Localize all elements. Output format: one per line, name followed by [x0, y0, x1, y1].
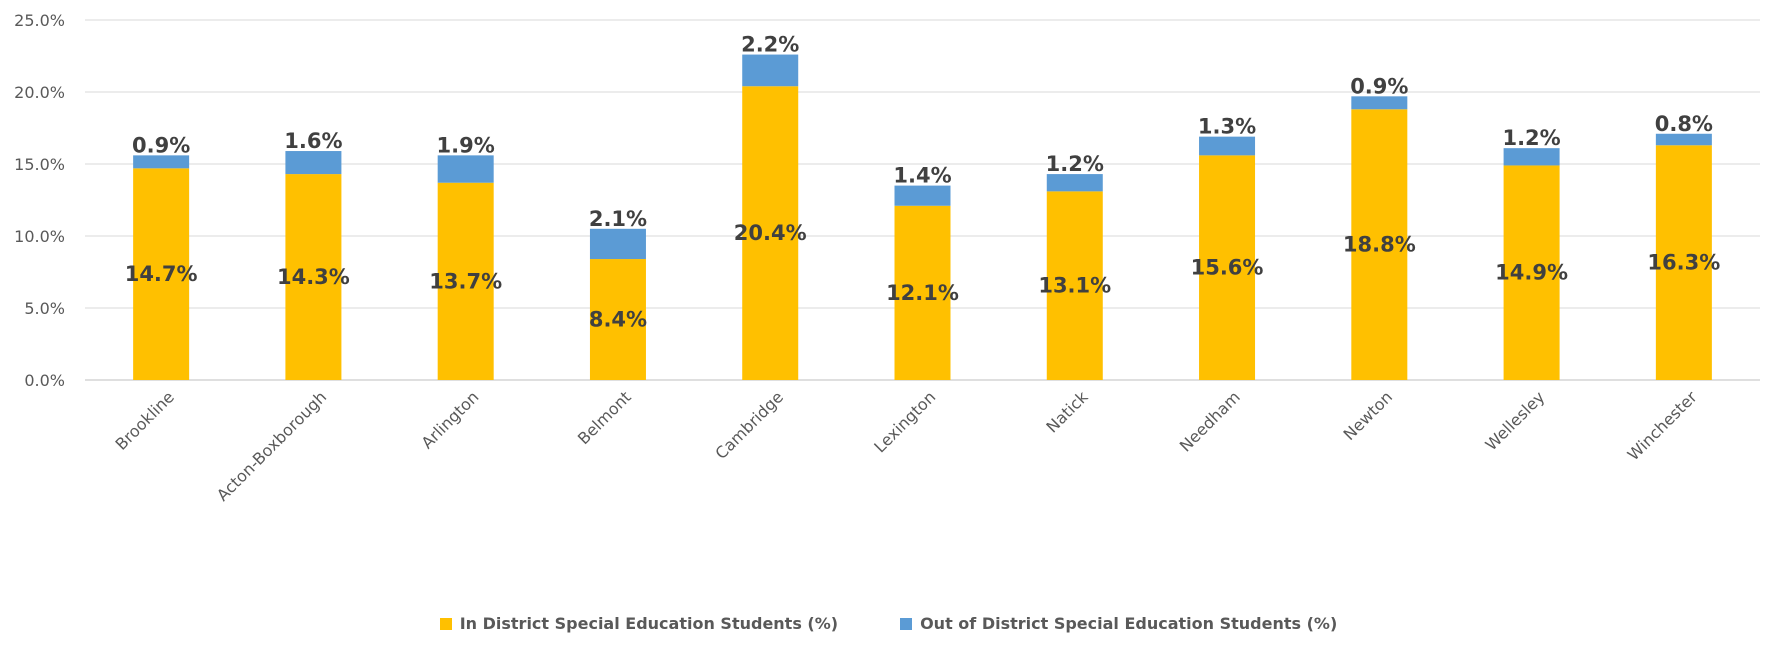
data-label-out-of-district: 1.9%	[437, 133, 495, 157]
x-category-label: Acton-Boxborough	[213, 387, 330, 504]
bar-in-district	[589, 259, 646, 380]
data-labels: 14.7% 0.9% 14.3% 1.6% 13.7% 1.9% 8.4% 2.1% 20.4%…	[125, 33, 1721, 332]
data-label-out-of-district: 2.1%	[589, 207, 647, 231]
bar-in-district	[1351, 109, 1408, 380]
bar-in-district	[285, 174, 342, 380]
legend-swatch-in-district	[439, 617, 452, 630]
bar-out-of-district	[1046, 174, 1103, 192]
x-category-label: Brookline	[112, 387, 178, 453]
legend-label-out-of-district: Out of District Special Education Studen…	[920, 614, 1338, 633]
y-axis-tick-labels: 0.0% 5.0% 10.0% 15.0% 20.0% 25.0%	[14, 11, 65, 390]
x-category-label: Winchester	[1624, 387, 1701, 464]
x-category-label: Belmont	[574, 387, 635, 448]
data-label-out-of-district: 1.2%	[1502, 126, 1560, 150]
bar-out-of-district	[894, 185, 951, 206]
y-tick-label: 5.0%	[24, 299, 65, 318]
data-label-in-district: 13.1%	[1038, 274, 1111, 298]
data-label-in-district: 14.3%	[277, 265, 350, 289]
data-label-out-of-district: 1.2%	[1046, 152, 1104, 176]
data-label-out-of-district: 0.8%	[1655, 112, 1713, 136]
legend: In District Special Education Students (…	[0, 614, 1777, 633]
bars	[133, 54, 1712, 381]
bar-in-district	[1046, 191, 1103, 380]
bar-in-district	[894, 205, 951, 380]
data-label-in-district: 16.3%	[1647, 251, 1720, 275]
data-label-in-district: 8.4%	[589, 308, 647, 332]
data-label-in-district: 14.7%	[125, 262, 198, 286]
bar-out-of-district	[1503, 148, 1560, 166]
bar-out-of-district	[285, 151, 342, 175]
data-label-in-district: 20.4%	[734, 221, 807, 245]
bar-in-district	[1503, 165, 1560, 380]
legend-item-out-of-district: Out of District Special Education Studen…	[900, 614, 1337, 633]
bar-in-district	[133, 168, 190, 380]
data-label-out-of-district: 0.9%	[132, 133, 190, 157]
bar-out-of-district	[1655, 133, 1712, 146]
y-tick-label: 10.0%	[14, 227, 65, 246]
data-label-out-of-district: 2.2%	[741, 33, 799, 57]
legend-swatch-out-of-district	[900, 617, 913, 630]
x-category-label: Wellesley	[1482, 387, 1549, 454]
bar-out-of-district	[742, 54, 799, 87]
x-category-label: Natick	[1042, 387, 1092, 437]
bar-out-of-district	[133, 155, 190, 169]
data-label-out-of-district: 1.4%	[893, 164, 951, 188]
data-label-out-of-district: 1.6%	[284, 129, 342, 153]
bar-out-of-district	[437, 155, 494, 183]
x-category-label: Arlington	[418, 387, 483, 452]
y-tick-label: 25.0%	[14, 11, 65, 30]
bar-out-of-district	[589, 228, 646, 260]
bar-out-of-district	[1351, 96, 1408, 110]
bar-out-of-district	[1199, 136, 1256, 156]
data-label-in-district: 13.7%	[429, 269, 502, 293]
data-label-in-district: 12.1%	[886, 281, 959, 305]
legend-label-in-district: In District Special Education Students (…	[459, 614, 839, 633]
bar-in-district	[437, 182, 494, 380]
y-tick-label: 20.0%	[14, 83, 65, 102]
data-label-in-district: 14.9%	[1495, 261, 1568, 285]
bar-in-district	[742, 86, 799, 381]
x-category-label: Cambridge	[711, 387, 787, 463]
legend-item-in-district: In District Special Education Students (…	[439, 614, 839, 633]
bar-in-district	[1199, 155, 1256, 380]
x-category-label: Needham	[1176, 387, 1244, 455]
x-axis-category-labels: Brookline Acton-Boxborough Arlington Belmon…	[112, 387, 1701, 505]
data-label-out-of-district: 0.9%	[1350, 74, 1408, 98]
data-label-in-district: 15.6%	[1191, 256, 1264, 280]
data-label-out-of-district: 1.3%	[1198, 115, 1256, 139]
y-tick-label: 0.0%	[24, 371, 65, 390]
x-category-label: Lexington	[870, 387, 939, 456]
bar-in-district	[1655, 145, 1712, 380]
data-label-in-district: 18.8%	[1343, 233, 1416, 257]
y-tick-label: 15.0%	[14, 155, 65, 174]
x-category-label: Newton	[1340, 387, 1397, 444]
